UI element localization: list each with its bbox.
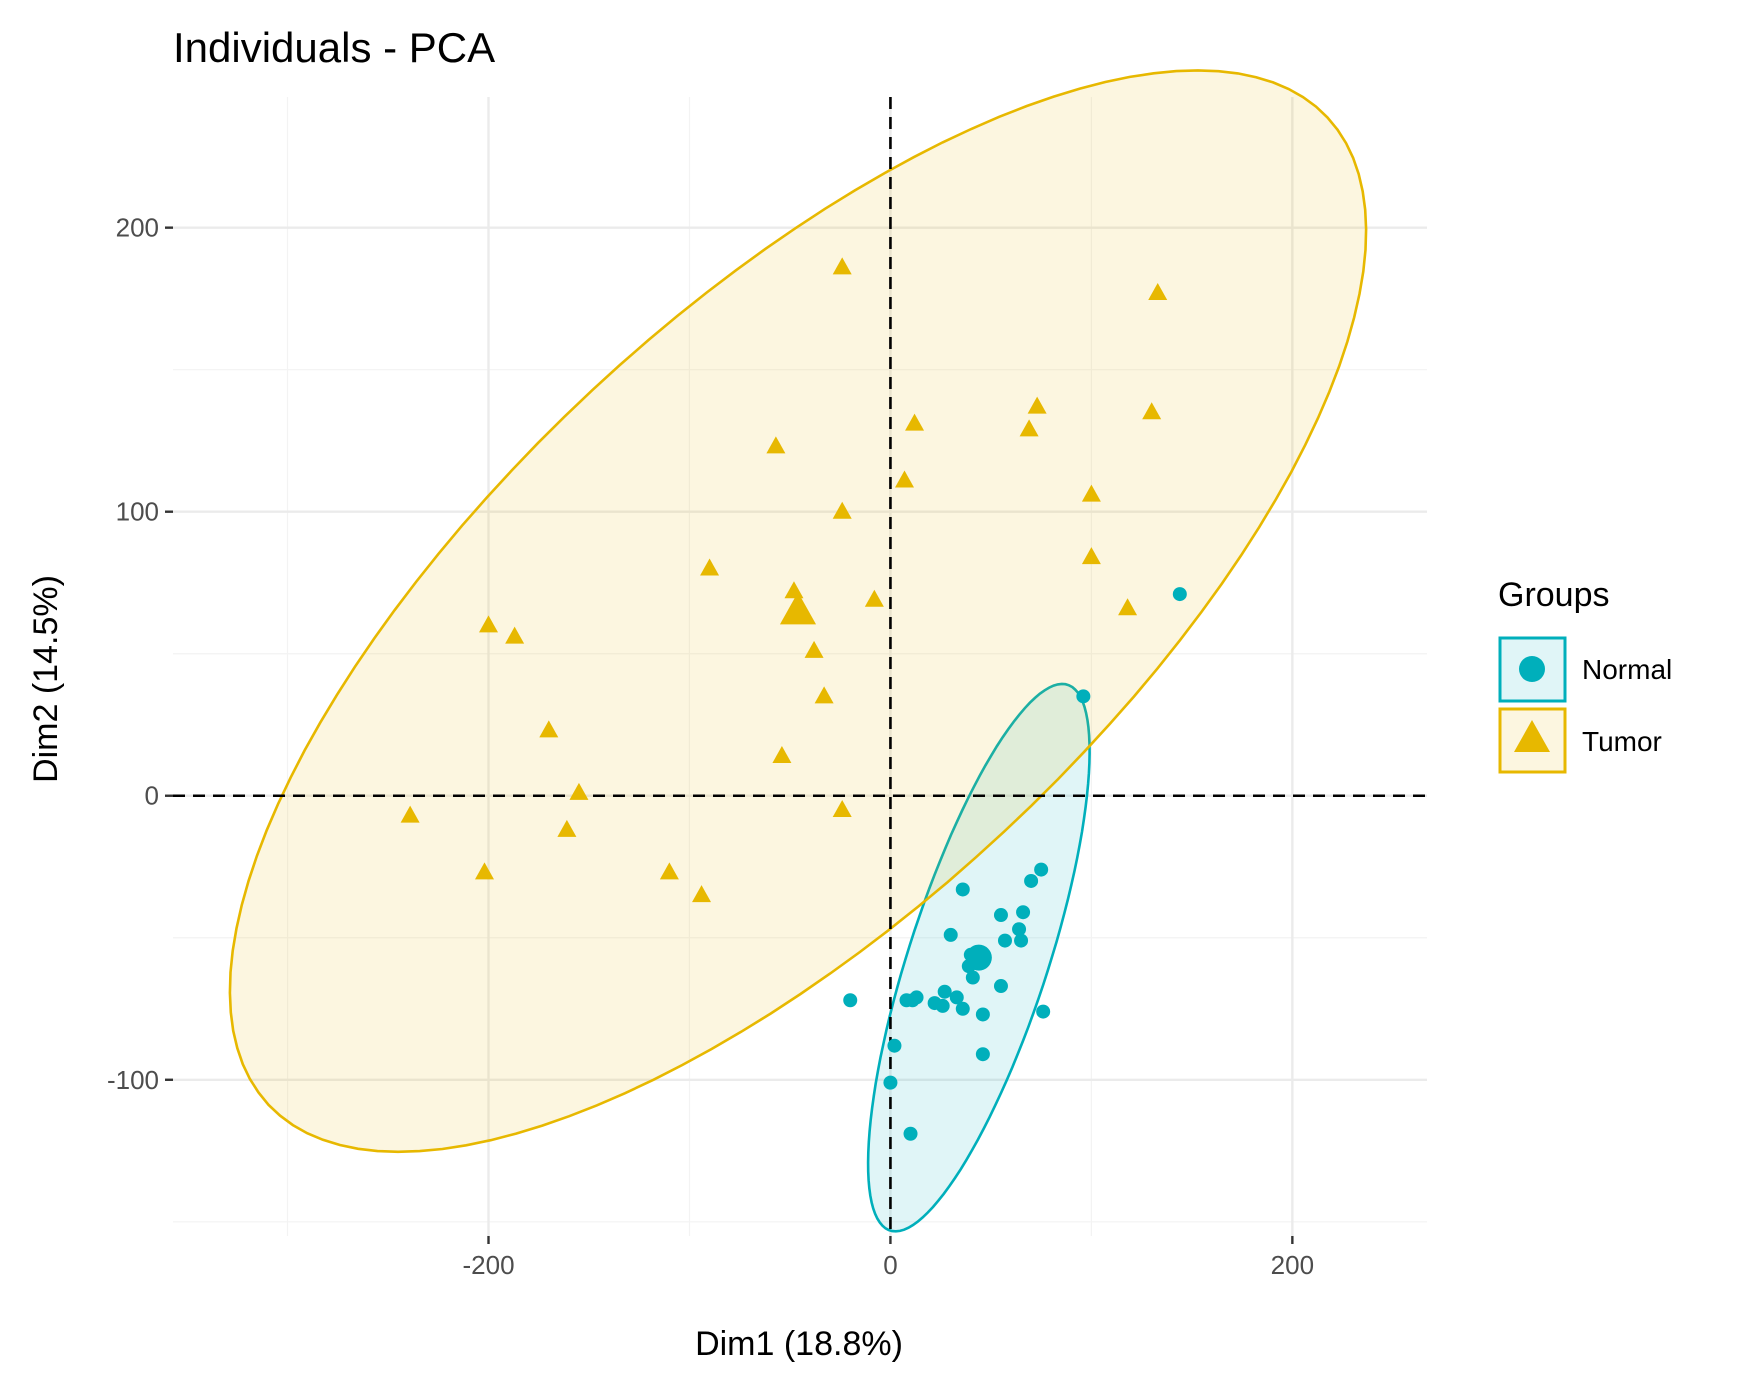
point-normal — [997, 933, 1012, 948]
point-tumor — [864, 589, 884, 607]
point-tumor — [766, 436, 786, 454]
point-tumor — [1027, 396, 1047, 414]
point-normal — [949, 990, 964, 1005]
point-normal — [955, 882, 970, 897]
legend-item-normal: Normal — [1498, 636, 1672, 703]
point-normal — [1034, 862, 1049, 877]
y-tick-label: -100 — [107, 1065, 159, 1095]
point-tumor — [659, 862, 679, 880]
chart-title: Individuals - PCA — [173, 24, 495, 71]
confidence-ellipses — [228, 69, 1368, 1233]
data-points — [400, 257, 1187, 1141]
point-normal — [1024, 873, 1039, 888]
point-tumor — [505, 626, 525, 644]
point-normal — [1014, 933, 1029, 948]
point-normal — [843, 993, 858, 1008]
point-tumor — [539, 720, 559, 738]
point-normal — [965, 970, 980, 985]
x-tick-label: 0 — [883, 1250, 897, 1280]
point-tumor — [832, 501, 852, 519]
point-normal — [1172, 587, 1187, 602]
grid-minor — [173, 97, 1427, 1236]
y-tick-label: 200 — [116, 213, 159, 243]
centroid-normal — [965, 944, 992, 971]
point-tumor — [692, 885, 712, 903]
point-normal — [1016, 905, 1031, 920]
y-axis-ticks: -100 0 100 200 — [107, 213, 173, 1095]
point-tumor — [1148, 282, 1168, 300]
point-tumor — [832, 257, 852, 275]
point-normal — [927, 996, 942, 1011]
point-normal — [993, 908, 1008, 923]
point-normal — [1036, 1004, 1051, 1019]
point-tumor — [400, 805, 420, 823]
point-tumor — [479, 615, 499, 633]
legend-item-tumor: Tumor — [1498, 707, 1662, 774]
legend-triangle-icon — [1514, 720, 1550, 752]
point-normal — [1076, 689, 1091, 704]
legend: Groups Normal Tumor — [1498, 576, 1672, 774]
point-normal — [903, 1126, 918, 1141]
point-normal — [955, 1001, 970, 1016]
y-axis-title: Dim2 (14.5%) — [27, 575, 65, 783]
point-normal — [883, 1075, 898, 1090]
point-tumor — [1118, 598, 1138, 616]
point-tumor — [832, 799, 852, 817]
x-tick-label: 200 — [1271, 1250, 1314, 1280]
point-normal — [943, 927, 958, 942]
y-tick-label: 100 — [116, 497, 159, 527]
point-tumor — [700, 558, 720, 576]
point-normal — [937, 984, 952, 999]
x-axis-ticks: -200 0 200 — [462, 1236, 1314, 1280]
point-tumor — [569, 782, 589, 800]
point-tumor — [1019, 419, 1039, 437]
point-tumor — [1081, 547, 1101, 565]
point-tumor — [557, 819, 577, 837]
point-tumor — [772, 745, 792, 763]
y-tick-label: 0 — [145, 781, 159, 811]
point-normal — [975, 1047, 990, 1062]
point-tumor — [1081, 484, 1101, 502]
point-normal — [993, 979, 1008, 994]
legend-circle-icon — [1519, 656, 1545, 682]
point-tumor — [814, 686, 834, 704]
point-tumor — [804, 640, 824, 658]
centroid-tumor — [779, 592, 817, 625]
point-normal — [887, 1038, 902, 1053]
point-normal — [905, 993, 920, 1008]
point-normal — [1012, 922, 1027, 937]
legend-label-normal: Normal — [1582, 654, 1672, 685]
legend-label-tumor: Tumor — [1582, 726, 1662, 757]
legend-title: Groups — [1498, 576, 1610, 614]
point-normal — [975, 1007, 990, 1022]
x-tick-label: -200 — [462, 1250, 514, 1280]
point-tumor — [1142, 402, 1162, 420]
point-tumor — [895, 470, 914, 488]
point-tumor — [474, 862, 494, 880]
point-tumor — [905, 413, 925, 431]
x-axis-title: Dim1 (18.8%) — [695, 1325, 903, 1363]
